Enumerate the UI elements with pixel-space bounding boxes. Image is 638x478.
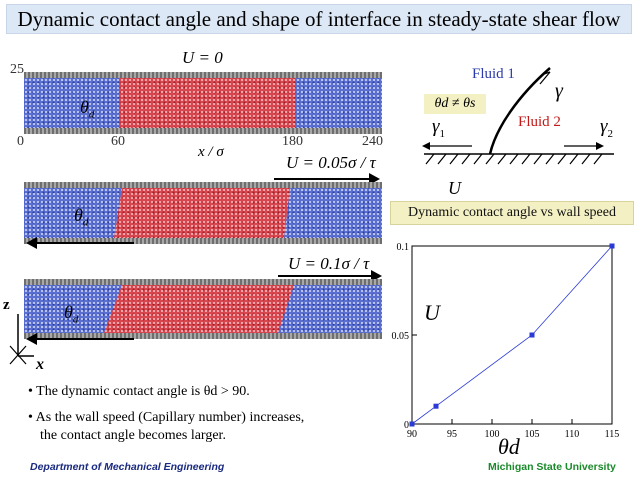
wall-speed-label: U: [448, 178, 461, 198]
footer-university: Michigan State University: [488, 461, 616, 473]
inequality-box: θd ≠ θs: [424, 94, 486, 114]
wall-arrow-left-2: [26, 237, 134, 249]
wall-arrow-right-3: [278, 270, 382, 282]
channel-panel-1: [24, 72, 382, 134]
x-tick-label: 90: [407, 429, 417, 440]
coordinate-axes-icon: [9, 314, 34, 365]
series-line: [411, 245, 613, 425]
fluid-red-region: [120, 78, 296, 128]
bullet-2: • As the wall speed (Capillary number) i…: [28, 410, 305, 425]
data-point: [433, 403, 439, 409]
theta-label-2: θd: [74, 205, 89, 229]
x-tick-60: 60: [111, 134, 125, 149]
gamma-label: γ: [555, 80, 563, 102]
y-tick-label: 0.1: [397, 242, 410, 253]
x-axis-label: θd: [498, 434, 521, 458]
theta-label-3: θd: [64, 302, 79, 326]
panel1-speed-label: U = 0: [182, 48, 223, 67]
data-point: [529, 332, 535, 338]
panel3-speed-label: U = 0.1σ / τ: [288, 254, 370, 273]
bullet-2-continued: the contact angle becomes larger.: [40, 428, 226, 443]
bullet-1: • The dynamic contact angle is θd > 90.: [28, 384, 250, 399]
wall-arrow-left-3: [26, 333, 134, 345]
x-tick-240: 240: [362, 134, 383, 149]
plot-caption: Dynamic contact angle vs wall speed: [390, 201, 634, 225]
x-tick-label: 100: [485, 429, 500, 440]
title-bar: Dynamic contact angle and shape of inter…: [6, 4, 632, 34]
gamma1-label: γ1: [432, 116, 445, 140]
contact-angle-chart: 90 95 100 105 110 115 0 0.05 0.1 Uθd: [392, 242, 620, 458]
x-tick-label: 110: [565, 429, 580, 440]
fluid1-label: Fluid 1: [472, 66, 515, 82]
x-tick-label: 105: [525, 429, 540, 440]
x-tick-label: 95: [447, 429, 457, 440]
page-title: Dynamic contact angle and shape of inter…: [17, 6, 621, 31]
fluid2-label: Fluid 2: [518, 114, 561, 130]
y-axis-label: U: [424, 300, 442, 325]
y-max-label: 25: [10, 62, 24, 77]
x-axis-label: x / σ: [198, 144, 224, 160]
interface-schematic: [422, 67, 614, 165]
panel2-speed-label: U = 0.05σ / τ: [286, 153, 376, 172]
z-axis-label: z: [3, 297, 10, 313]
theta-label-1: θd: [80, 97, 95, 121]
data-point: [409, 421, 415, 427]
gamma2-label: γ2: [600, 116, 613, 140]
x-tick-180: 180: [282, 134, 303, 149]
channel-panel-3: [24, 279, 382, 339]
x-axis-glyph-label: x: [36, 356, 44, 373]
wall-arrow-right-2: [274, 173, 380, 185]
y-tick-label: 0.05: [392, 331, 410, 342]
y-tick-label: 0: [404, 420, 409, 431]
data-point: [609, 243, 615, 249]
x-tick-0: 0: [17, 134, 24, 149]
x-tick-label: 115: [605, 429, 620, 440]
channel-panel-2: [24, 182, 382, 244]
footer-department: Department of Mechanical Engineering: [30, 461, 225, 473]
plot-frame: [411, 245, 613, 425]
